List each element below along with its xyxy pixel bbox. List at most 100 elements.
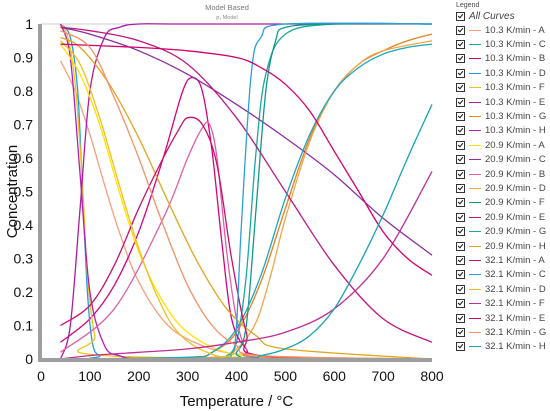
legend-checkbox[interactable]: [456, 227, 465, 237]
legend-item[interactable]: 32.1 K/min - D: [456, 282, 546, 296]
legend-line-swatch: [469, 245, 481, 247]
legend-item[interactable]: 32.1 K/min - C: [456, 268, 546, 282]
legend-line-swatch: [469, 130, 481, 132]
x-tick-label: 600: [323, 368, 347, 384]
series-line-11: [60, 121, 433, 360]
legend-line-swatch: [469, 159, 481, 161]
legend-item[interactable]: 32.1 K/min - G: [456, 325, 546, 339]
legend-item-label: 32.1 K/min - A: [485, 254, 545, 266]
legend-item[interactable]: 20.9 K/min - B: [456, 167, 545, 181]
x-axis-title: Temperature / °C: [180, 393, 294, 410]
legend-all-curves-label: All Curves: [469, 10, 515, 22]
legend-item[interactable]: 20.9 K/min - F: [456, 196, 545, 210]
x-tick-label: 700: [371, 368, 395, 384]
x-tick-label: 500: [274, 368, 298, 384]
legend-checkbox[interactable]: [456, 97, 465, 107]
legend-line-swatch: [469, 303, 481, 305]
legend-checkbox[interactable]: [456, 169, 465, 179]
legend-checkbox[interactable]: [456, 327, 465, 337]
legend-item[interactable]: 32.1 K/min - E: [456, 311, 545, 325]
legend-item-label: 10.3 K/min - F: [485, 82, 545, 94]
checkbox-all-curves[interactable]: [456, 11, 465, 21]
legend-item[interactable]: 10.3 K/min - H: [456, 124, 546, 138]
legend-all-curves[interactable]: All Curves: [456, 9, 515, 23]
y-tick-label: 0.3: [14, 251, 34, 267]
legend-checkbox[interactable]: [456, 83, 465, 93]
legend-item[interactable]: 20.9 K/min - A: [456, 138, 545, 152]
legend-item-label: 10.3 K/min - G: [485, 110, 547, 122]
legend-item[interactable]: 10.3 K/min - G: [456, 109, 546, 123]
legend-checkbox[interactable]: [456, 299, 465, 309]
y-tick-label: 0.5: [14, 184, 34, 200]
legend-checkbox[interactable]: [456, 183, 465, 193]
legend-item[interactable]: 10.3 K/min - E: [456, 95, 545, 109]
series-line-21: [60, 43, 433, 276]
series-line-18: [60, 22, 433, 361]
legend-item[interactable]: 20.9 K/min - H: [456, 239, 546, 253]
legend-line-swatch: [469, 317, 481, 319]
legend-item-label: 20.9 K/min - B: [485, 168, 546, 180]
legend-title: Legend: [456, 2, 480, 9]
legend-checkbox[interactable]: [456, 212, 465, 222]
y-tick-label: 0.4: [14, 217, 34, 233]
x-tick-label: 400: [225, 368, 249, 384]
legend-item[interactable]: 10.3 K/min - A: [456, 23, 545, 37]
y-tick-label: 1: [25, 16, 33, 32]
legend-line-swatch: [469, 43, 481, 45]
legend-panel: Legend All Curves 10.3 K/min - A 10.3 K/m…: [444, 2, 548, 352]
legend-item[interactable]: 20.9 K/min - D: [456, 181, 546, 195]
legend-checkbox[interactable]: [456, 126, 465, 136]
legend-item[interactable]: 32.1 K/min - A: [456, 253, 545, 267]
legend-item[interactable]: 10.3 K/min - D: [456, 66, 546, 80]
legend-checkbox[interactable]: [456, 313, 465, 323]
series-line-16: [60, 36, 433, 360]
legend-item-label: 32.1 K/min - E: [485, 312, 546, 324]
legend-line-swatch: [469, 115, 481, 117]
legend-item[interactable]: 10.3 K/min - F: [456, 81, 545, 95]
legend-line-swatch: [469, 144, 481, 146]
y-tick-label: 0.1: [14, 318, 34, 334]
legend-item[interactable]: 20.9 K/min - C: [456, 153, 546, 167]
legend-item-label: 32.1 K/min - F: [485, 298, 545, 310]
legend-item[interactable]: 20.9 K/min - G: [456, 225, 546, 239]
legend-checkbox[interactable]: [456, 284, 465, 294]
legend-checkbox[interactable]: [456, 270, 465, 280]
legend-checkbox[interactable]: [456, 68, 465, 78]
series-line-15: [60, 43, 433, 360]
legend-checkbox[interactable]: [456, 198, 465, 208]
legend-item-label: 20.9 K/min - E: [485, 211, 546, 223]
legend-item-label: 20.9 K/min - G: [485, 226, 547, 238]
series-line-14: [60, 26, 433, 343]
series-line-6: [59, 23, 432, 360]
legend-checkbox[interactable]: [456, 54, 465, 64]
legend-checkbox[interactable]: [456, 155, 465, 165]
legend-line-swatch: [469, 216, 481, 218]
series-line-8: [59, 23, 432, 360]
legend-item-label: 10.3 K/min - H: [485, 125, 546, 137]
legend-checkbox[interactable]: [456, 25, 465, 35]
legend-checkbox[interactable]: [456, 342, 465, 352]
legend-item[interactable]: 32.1 K/min - F: [456, 297, 545, 311]
legend-item-label: 32.1 K/min - G: [485, 326, 547, 338]
x-tick-label: 200: [127, 368, 151, 384]
legend-item-label: 10.3 K/min - A: [485, 24, 545, 36]
legend-item[interactable]: 32.1 K/min - H: [456, 340, 546, 354]
legend-checkbox[interactable]: [456, 39, 465, 49]
legend-checkbox[interactable]: [456, 111, 465, 121]
legend-checkbox[interactable]: [456, 140, 465, 150]
legend-checkbox[interactable]: [456, 241, 465, 251]
legend-item[interactable]: 10.3 K/min - C: [456, 37, 546, 51]
legend-line-swatch: [469, 29, 481, 31]
legend-item[interactable]: 20.9 K/min - E: [456, 210, 545, 224]
legend-checkbox[interactable]: [456, 255, 465, 265]
y-tick-label: 0: [25, 351, 33, 367]
legend-item-label: 20.9 K/min - C: [485, 154, 546, 166]
legend-item-label: 32.1 K/min - D: [485, 283, 546, 295]
legend-item[interactable]: 10.3 K/min - B: [456, 52, 545, 66]
series-line-13: [60, 23, 433, 361]
legend-line-swatch: [469, 202, 481, 204]
chart-header-subtitle: p₁ Model: [216, 15, 237, 21]
legend-item-label: 10.3 K/min - E: [485, 96, 546, 108]
series-line-2: [60, 22, 433, 360]
